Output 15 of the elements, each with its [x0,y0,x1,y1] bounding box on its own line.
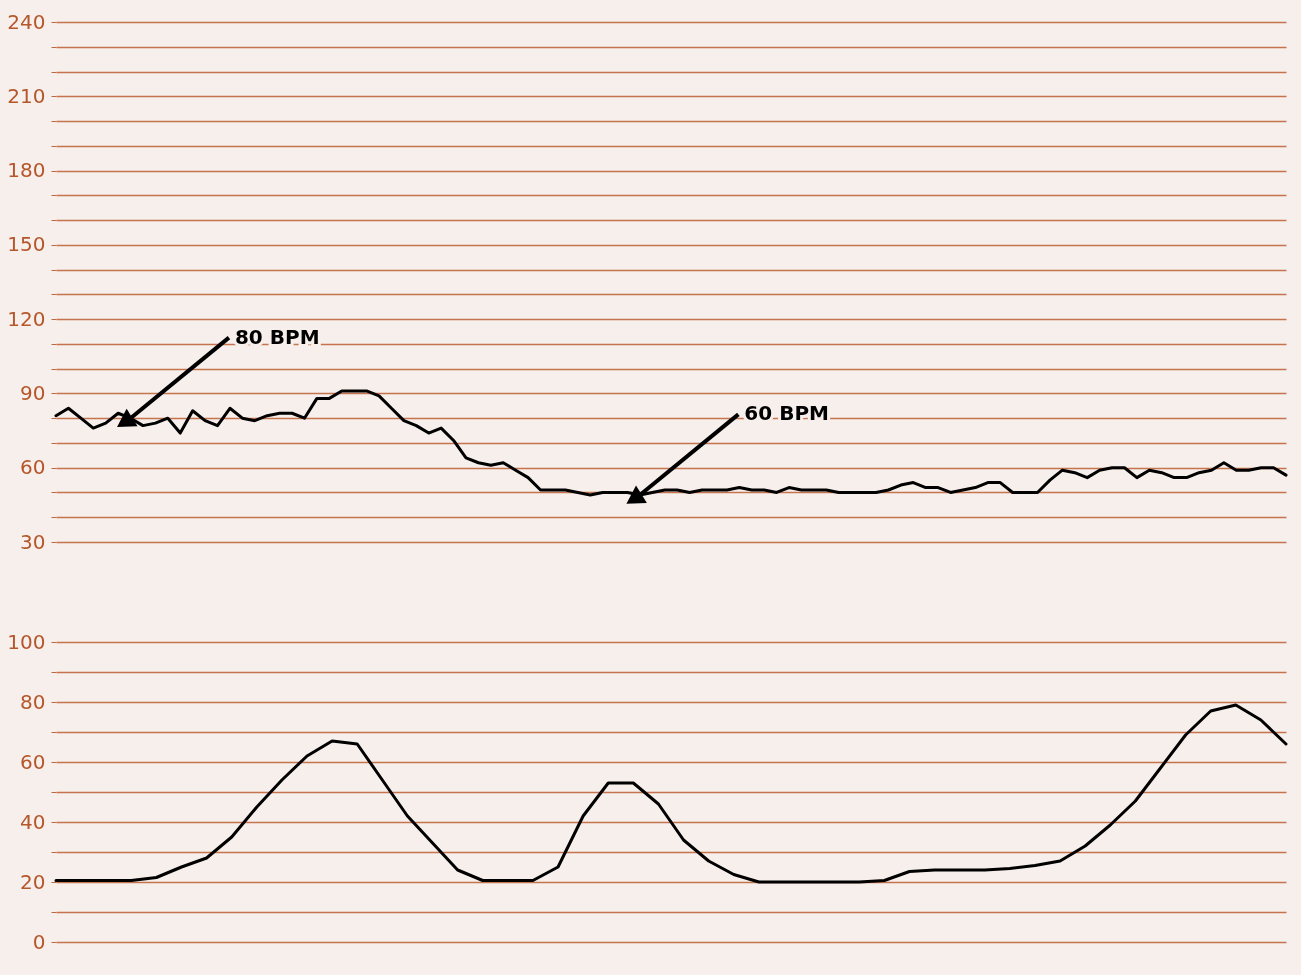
y-tick-label: 40 [20,809,46,834]
y-tick-label: 20 [20,869,46,894]
y-tick-label: 60 [20,455,46,480]
y-tick-label: 0 [32,929,46,954]
y-tick-label: 30 [20,529,46,554]
y-tick-label: 210 [7,83,46,108]
y-tick-label: 60 [20,749,46,774]
y-tick-label: 100 [7,629,46,654]
y-tick-label: 180 [7,158,46,183]
y-tick-label: 120 [7,306,46,331]
y-tick-label: 90 [20,380,46,405]
annotation: 80 BPM [234,324,320,349]
y-tick-label: 80 [20,689,46,714]
y-tick-label: 240 [7,9,46,34]
y-tick-label: 150 [7,232,46,257]
